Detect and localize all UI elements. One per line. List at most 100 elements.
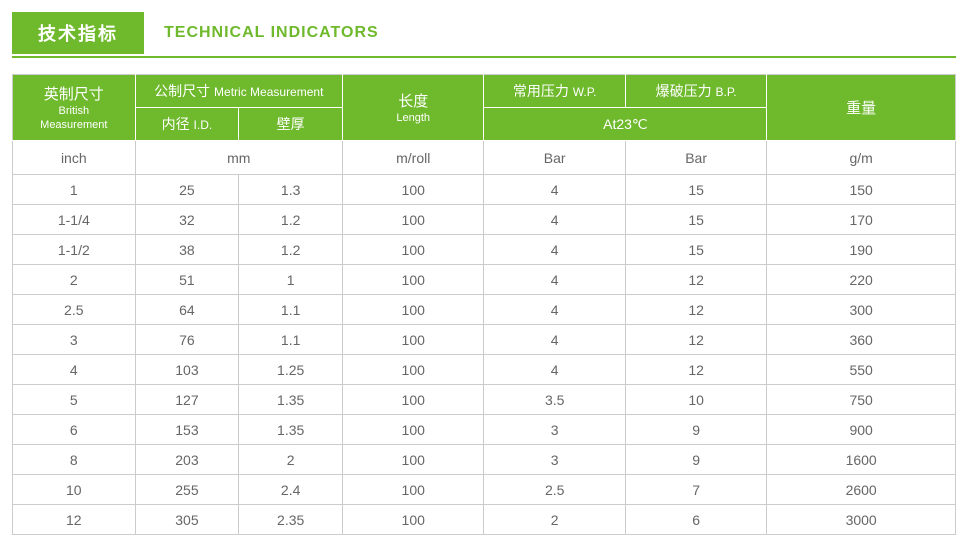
th-wall: 壁厚 bbox=[239, 108, 343, 141]
cell-wp: 4 bbox=[484, 175, 625, 205]
unit-bar-wp: Bar bbox=[484, 141, 625, 175]
cell-id: 305 bbox=[135, 505, 239, 535]
cell-wt: 900 bbox=[767, 415, 956, 445]
cell-wp: 4 bbox=[484, 295, 625, 325]
cell-bp: 12 bbox=[625, 295, 766, 325]
cell-wt: 300 bbox=[767, 295, 956, 325]
th-british: 英制尺寸 British Measurement bbox=[13, 75, 136, 141]
cell-bp: 6 bbox=[625, 505, 766, 535]
th-wp-en: W.P. bbox=[573, 85, 597, 99]
cell-bp: 12 bbox=[625, 265, 766, 295]
cell-len: 100 bbox=[343, 235, 484, 265]
cell-bp: 7 bbox=[625, 475, 766, 505]
table-row: 1251.3100415150 bbox=[13, 175, 956, 205]
th-id: 内径 I.D. bbox=[135, 108, 239, 141]
cell-id: 32 bbox=[135, 205, 239, 235]
cell-wp: 2.5 bbox=[484, 475, 625, 505]
cell-wall: 1.2 bbox=[239, 235, 343, 265]
unit-bar-bp: Bar bbox=[625, 141, 766, 175]
cell-len: 100 bbox=[343, 475, 484, 505]
th-id-en: I.D. bbox=[194, 118, 213, 132]
th-length: 长度 Length bbox=[343, 75, 484, 141]
cell-wall: 1.35 bbox=[239, 415, 343, 445]
cell-wt: 150 bbox=[767, 175, 956, 205]
th-at23-text: At23℃ bbox=[603, 116, 648, 132]
spec-table: 英制尺寸 British Measurement 公制尺寸 Metric Mea… bbox=[12, 74, 956, 535]
cell-wp: 3 bbox=[484, 445, 625, 475]
cell-inch: 10 bbox=[13, 475, 136, 505]
th-length-cn: 长度 bbox=[347, 90, 479, 111]
cell-wall: 1.1 bbox=[239, 295, 343, 325]
cell-wp: 2 bbox=[484, 505, 625, 535]
cell-wt: 2600 bbox=[767, 475, 956, 505]
cell-len: 100 bbox=[343, 205, 484, 235]
th-wall-cn: 壁厚 bbox=[277, 116, 305, 132]
th-id-cn: 内径 bbox=[162, 116, 190, 132]
cell-wall: 1 bbox=[239, 265, 343, 295]
th-british-en1: British bbox=[17, 104, 131, 118]
table-row: 3761.1100412360 bbox=[13, 325, 956, 355]
title-row: 技术指标 TECHNICAL INDICATORS bbox=[12, 12, 956, 54]
cell-wp: 4 bbox=[484, 265, 625, 295]
cell-wall: 1.35 bbox=[239, 385, 343, 415]
title-underline bbox=[12, 56, 956, 58]
cell-bp: 10 bbox=[625, 385, 766, 415]
cell-wall: 1.1 bbox=[239, 325, 343, 355]
cell-inch: 8 bbox=[13, 445, 136, 475]
cell-len: 100 bbox=[343, 505, 484, 535]
cell-id: 25 bbox=[135, 175, 239, 205]
cell-bp: 15 bbox=[625, 235, 766, 265]
cell-len: 100 bbox=[343, 355, 484, 385]
cell-wt: 750 bbox=[767, 385, 956, 415]
table-row: 2.5641.1100412300 bbox=[13, 295, 956, 325]
table-row: 102552.41002.572600 bbox=[13, 475, 956, 505]
cell-wt: 170 bbox=[767, 205, 956, 235]
th-british-en2: Measurement bbox=[17, 118, 131, 132]
cell-bp: 9 bbox=[625, 415, 766, 445]
title-badge-cn: 技术指标 bbox=[12, 12, 144, 54]
th-metric: 公制尺寸 Metric Measurement bbox=[135, 75, 342, 108]
th-weight: 重量 bbox=[767, 75, 956, 141]
cell-id: 127 bbox=[135, 385, 239, 415]
cell-wp: 3 bbox=[484, 415, 625, 445]
cell-id: 64 bbox=[135, 295, 239, 325]
table-body: inch mm m/roll Bar Bar g/m 1251.31004151… bbox=[13, 141, 956, 535]
cell-len: 100 bbox=[343, 265, 484, 295]
cell-wall: 2 bbox=[239, 445, 343, 475]
cell-inch: 6 bbox=[13, 415, 136, 445]
cell-wall: 2.4 bbox=[239, 475, 343, 505]
cell-wp: 4 bbox=[484, 235, 625, 265]
cell-inch: 1 bbox=[13, 175, 136, 205]
th-bp-en: B.P. bbox=[715, 85, 736, 99]
cell-inch: 4 bbox=[13, 355, 136, 385]
cell-id: 203 bbox=[135, 445, 239, 475]
cell-wp: 4 bbox=[484, 205, 625, 235]
cell-len: 100 bbox=[343, 325, 484, 355]
cell-inch: 1-1/4 bbox=[13, 205, 136, 235]
units-row: inch mm m/roll Bar Bar g/m bbox=[13, 141, 956, 175]
cell-wall: 2.35 bbox=[239, 505, 343, 535]
cell-id: 38 bbox=[135, 235, 239, 265]
cell-bp: 15 bbox=[625, 175, 766, 205]
table-header: 英制尺寸 British Measurement 公制尺寸 Metric Mea… bbox=[13, 75, 956, 141]
unit-inch: inch bbox=[13, 141, 136, 175]
th-bp-cn: 爆破压力 bbox=[656, 83, 712, 99]
th-british-cn: 英制尺寸 bbox=[17, 83, 131, 104]
cell-id: 76 bbox=[135, 325, 239, 355]
table-row: 41031.25100412550 bbox=[13, 355, 956, 385]
cell-wt: 3000 bbox=[767, 505, 956, 535]
th-at23: At23℃ bbox=[484, 108, 767, 141]
cell-len: 100 bbox=[343, 385, 484, 415]
cell-wt: 1600 bbox=[767, 445, 956, 475]
th-metric-cn: 公制尺寸 bbox=[154, 83, 210, 99]
cell-len: 100 bbox=[343, 295, 484, 325]
cell-wp: 4 bbox=[484, 325, 625, 355]
th-metric-en: Metric Measurement bbox=[214, 85, 323, 99]
unit-gm: g/m bbox=[767, 141, 956, 175]
cell-inch: 5 bbox=[13, 385, 136, 415]
cell-len: 100 bbox=[343, 415, 484, 445]
unit-mroll: m/roll bbox=[343, 141, 484, 175]
cell-len: 100 bbox=[343, 175, 484, 205]
table-row: 123052.35100263000 bbox=[13, 505, 956, 535]
cell-bp: 15 bbox=[625, 205, 766, 235]
